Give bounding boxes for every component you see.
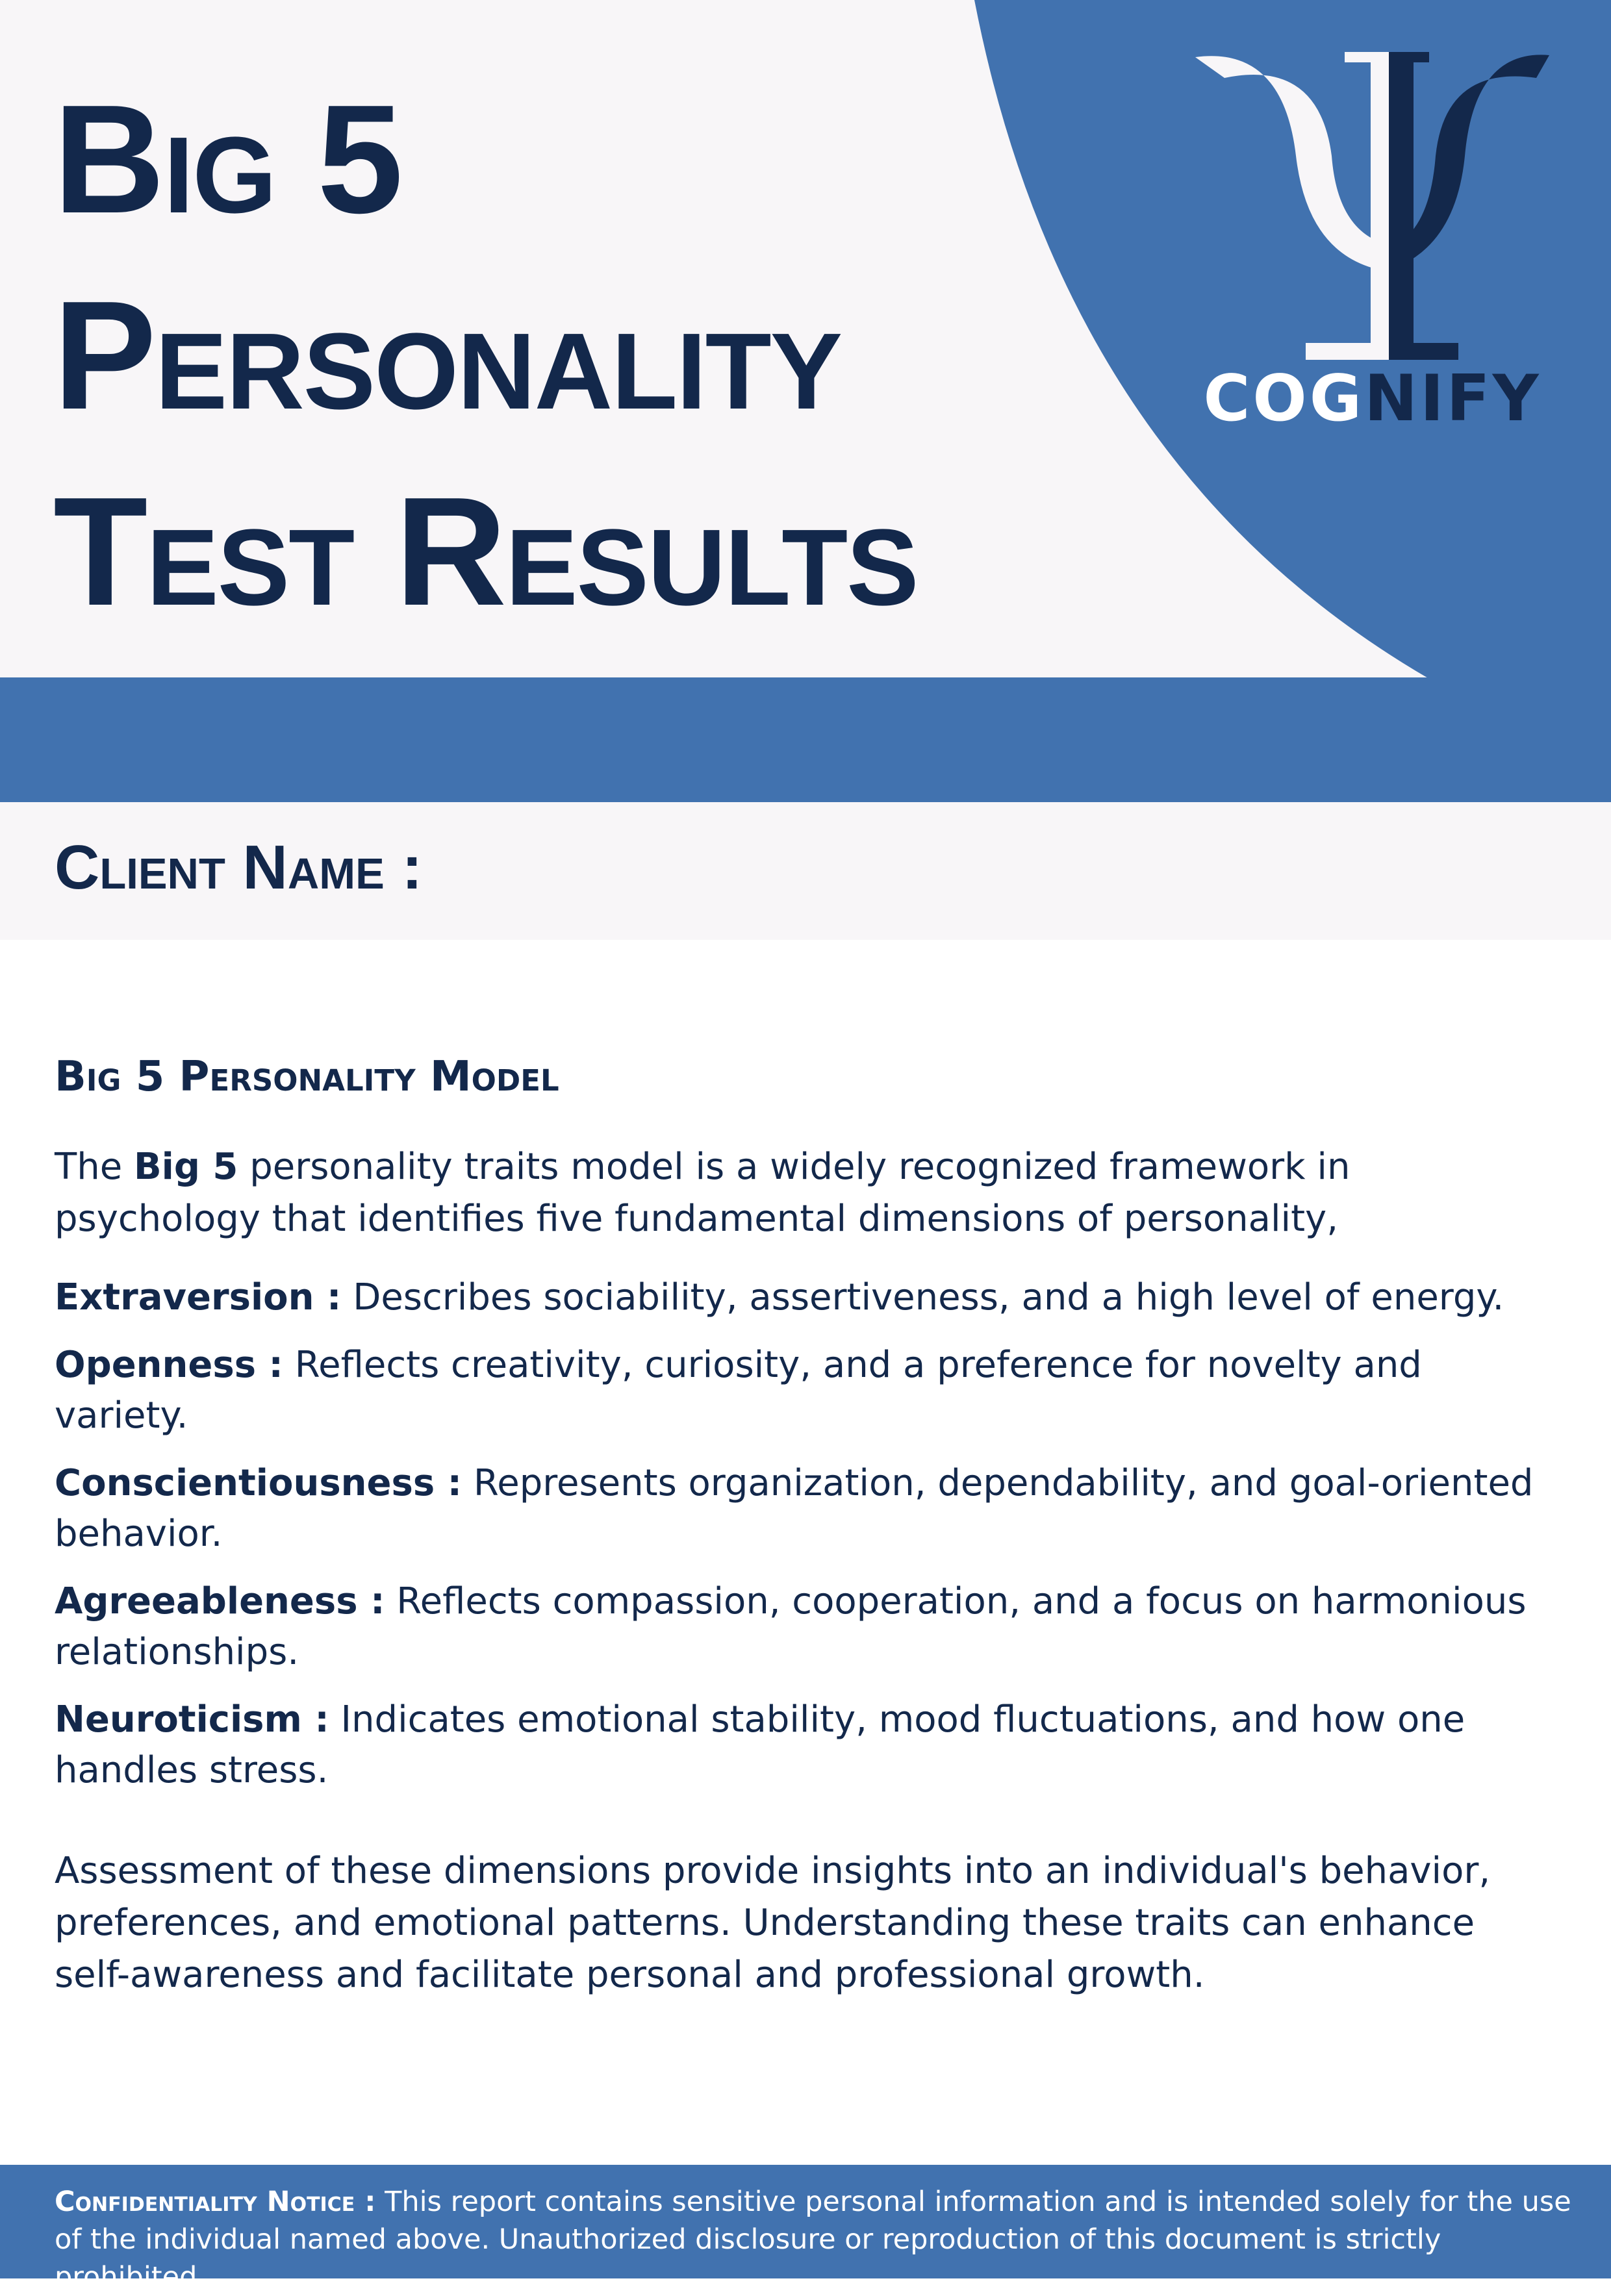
header-banner: Big 5 Personality Test Results COGNIFY (0, 0, 1611, 802)
trait-name: Conscientiousness : (55, 1461, 463, 1504)
trait-description: Represents organization, dependability, … (55, 1461, 1534, 1555)
client-name-band: Client Name : (0, 802, 1611, 940)
cognify-logo: COGNIFY (1186, 52, 1559, 442)
trait-extraversion: Extraversion : Describes sociability, as… (55, 1272, 1549, 1323)
trait-name: Extraversion : (55, 1276, 342, 1318)
trait-name: Agreeableness : (55, 1580, 385, 1622)
title-line-3: Test Results (53, 466, 919, 638)
psi-icon (1195, 52, 1549, 360)
title-line-1: Big 5 (53, 73, 403, 246)
trait-agreeableness: Agreeableness : Reflects compassion, coo… (55, 1576, 1549, 1678)
trait-neuroticism: Neuroticism : Indicates emotional stabil… (55, 1695, 1549, 1796)
closing-paragraph: Assessment of these dimensions provide i… (55, 1849, 1491, 1996)
trait-conscientiousness: Conscientiousness : Represents organizat… (55, 1458, 1549, 1559)
notice-label: Confidentiality Notice : (55, 2186, 376, 2218)
page-title: Big 5 Personality Test Results (53, 62, 919, 650)
intro-paragraph: The Big 5 personality traits model is a … (55, 1145, 1351, 1240)
brand-wordmark: COGNIFY (1203, 362, 1541, 436)
model-section: Big 5 Personality Model The Big 5 person… (55, 1052, 1549, 2001)
confidentiality-notice: Confidentiality Notice : This report con… (55, 2183, 1575, 2296)
trait-name: Neuroticism : (55, 1698, 329, 1741)
confidentiality-footer: Confidentiality Notice : This report con… (0, 2165, 1611, 2293)
section-title: Big 5 Personality Model (55, 1053, 559, 1101)
intro-bold: Big 5 (133, 1145, 238, 1188)
trait-description: Reflects creativity, curiosity, and a pr… (55, 1343, 1422, 1437)
client-name-label: Client Name : (55, 833, 423, 902)
trait-description: Reflects compassion, cooperation, and a … (55, 1580, 1527, 1673)
title-line-2: Personality (53, 270, 843, 442)
trait-name: Openness : (55, 1343, 283, 1386)
trait-description: Indicates emotional stability, mood fluc… (55, 1698, 1465, 1791)
trait-openness: Openness : Reflects creativity, curiosit… (55, 1340, 1549, 1441)
trait-description: Describes sociability, assertiveness, an… (341, 1276, 1504, 1318)
